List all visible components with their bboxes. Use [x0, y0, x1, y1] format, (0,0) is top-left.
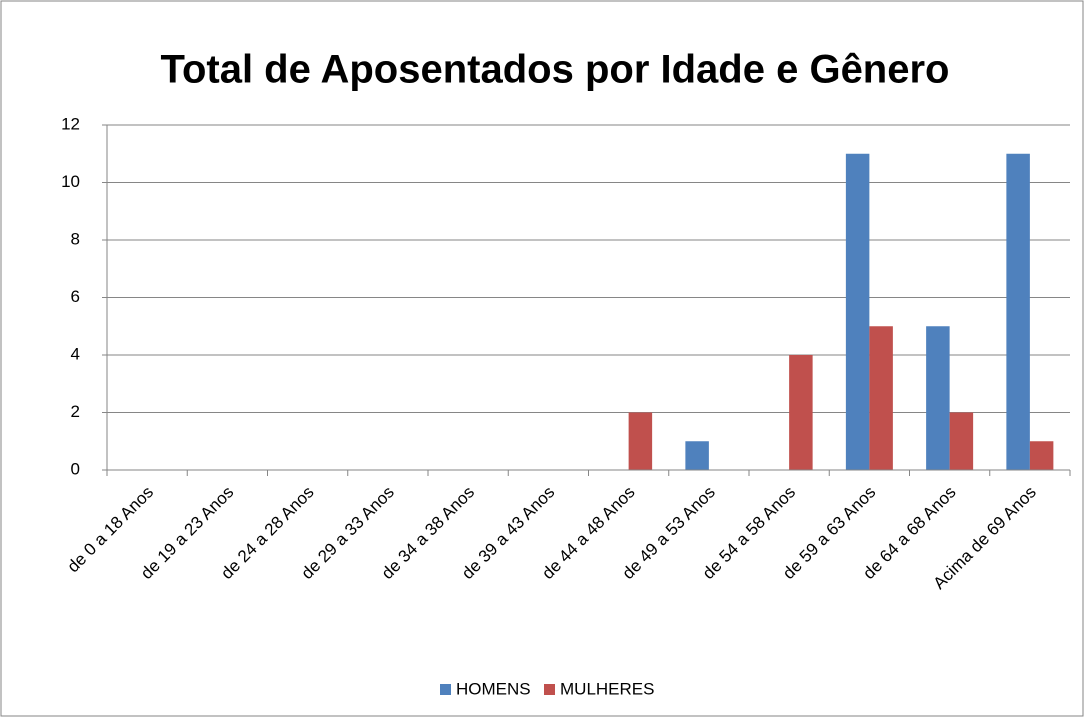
y-tick-label: 12 [61, 114, 80, 133]
bar [926, 326, 950, 470]
bar [628, 412, 653, 470]
legend-label: HOMENS [456, 679, 531, 698]
bar [685, 441, 709, 470]
bar [869, 326, 893, 470]
y-tick-label: 6 [71, 287, 80, 306]
legend-swatch [544, 684, 555, 695]
y-tick-label: 8 [71, 229, 80, 248]
chart-title: Total de Aposentados por Idade e Gênero [160, 48, 949, 92]
bar [1029, 441, 1054, 470]
legend-swatch [440, 684, 451, 695]
y-tick-label: 10 [61, 172, 80, 191]
y-tick-label: 4 [71, 344, 80, 363]
bar [1006, 153, 1030, 470]
bar [789, 355, 813, 470]
bar [845, 153, 870, 470]
y-tick-label: 0 [71, 459, 80, 478]
bar [949, 412, 974, 470]
legend-label: MULHERES [560, 679, 654, 698]
y-tick-label: 2 [71, 402, 80, 421]
